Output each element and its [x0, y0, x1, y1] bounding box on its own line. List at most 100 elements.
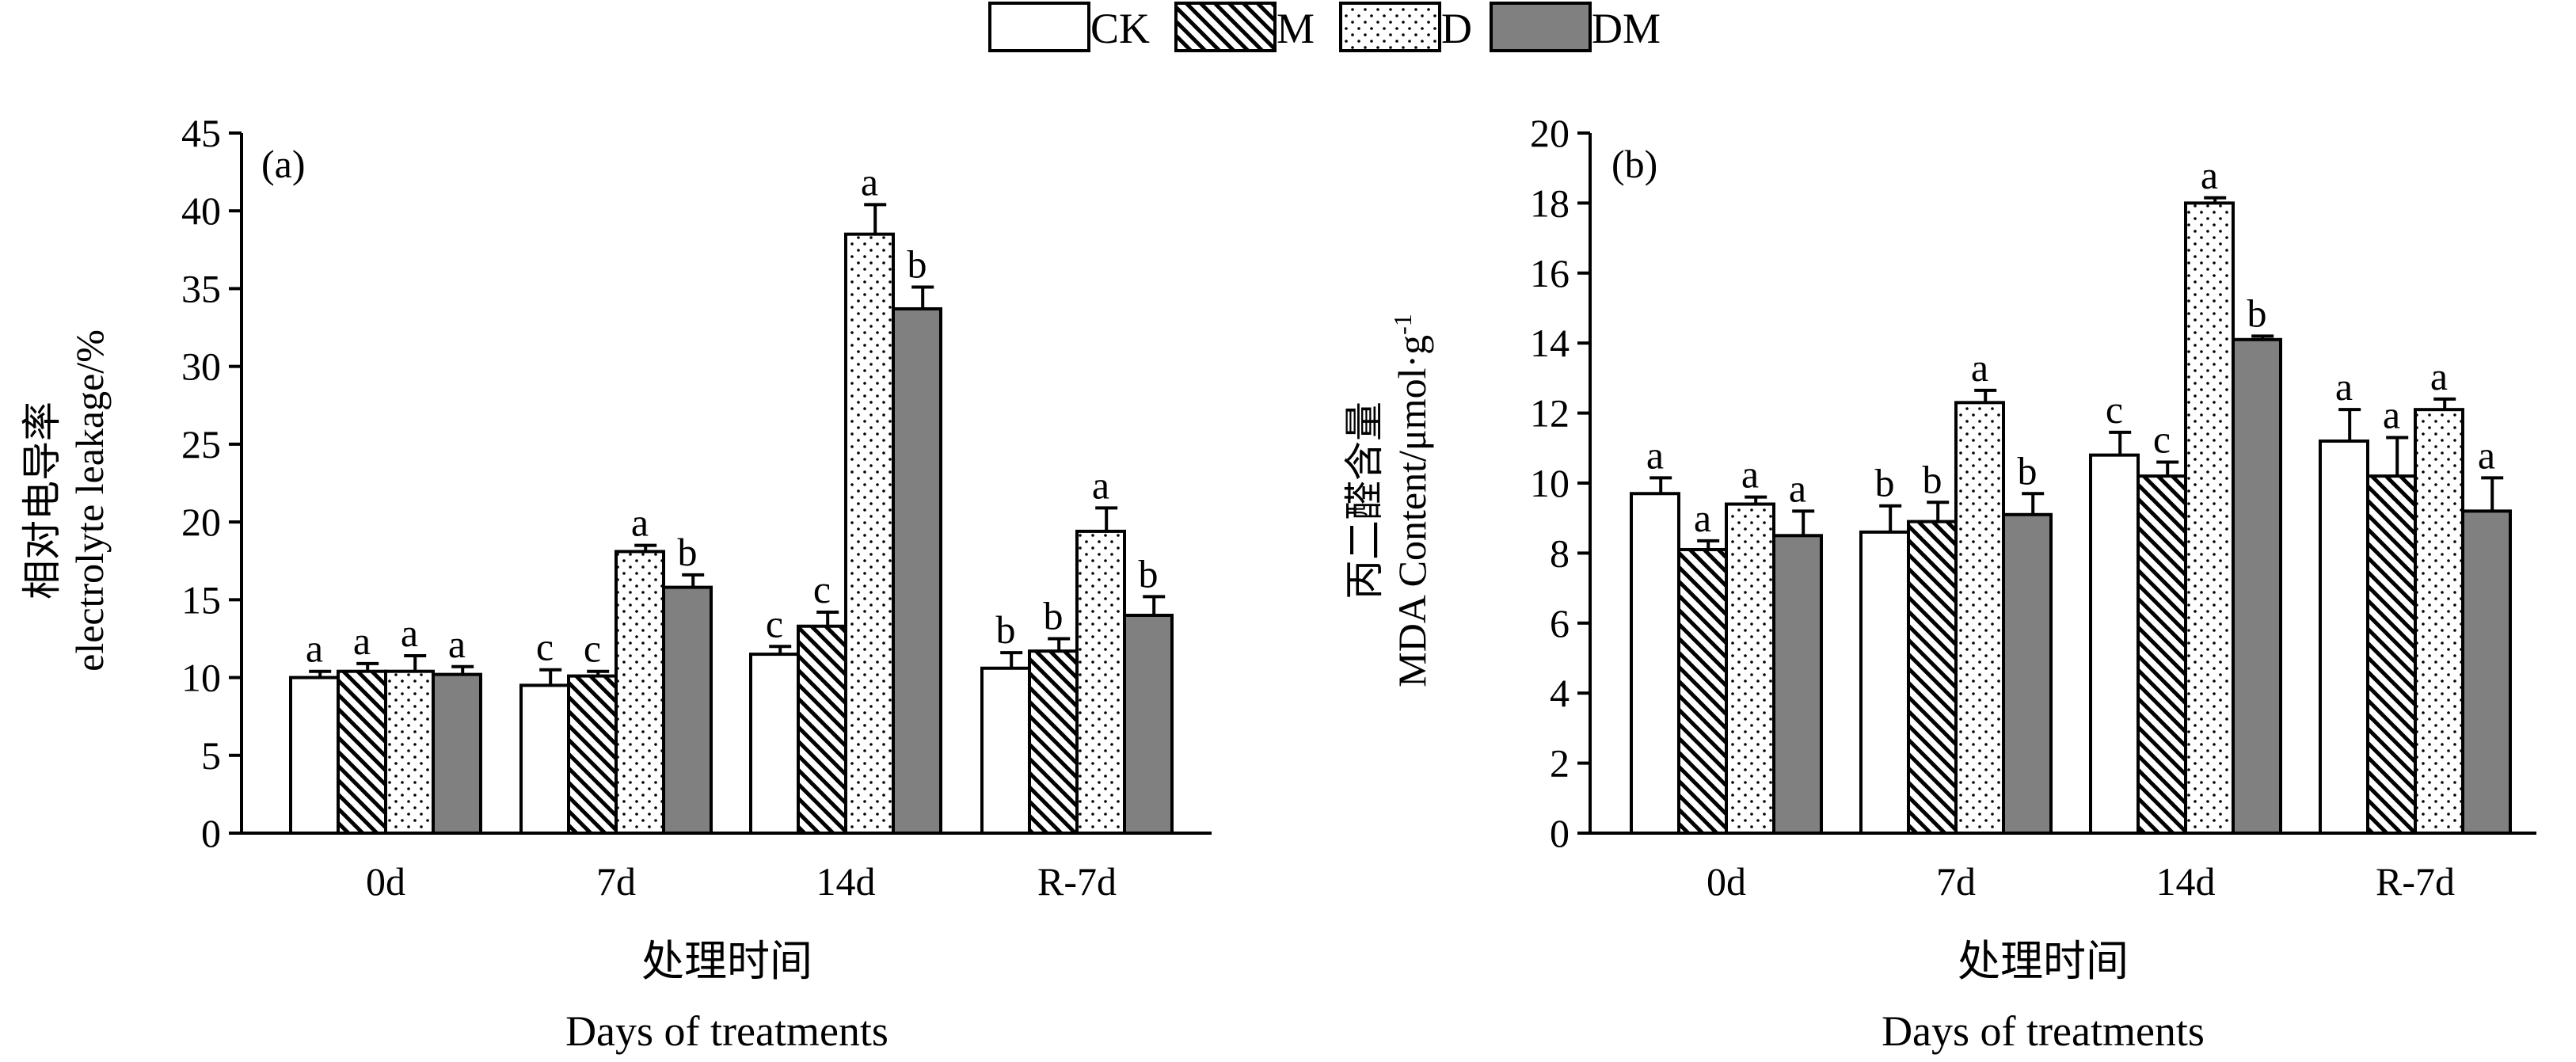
panel-a-bar-ck-0d — [289, 676, 340, 835]
panel-b-bar-ck-14d — [2089, 453, 2140, 835]
panel-a-xlabel-en: Days of treatments — [565, 1007, 888, 1055]
panel-b-xlabel-cn: 处理时间 — [1958, 938, 2129, 985]
panel-b-bar-ck-7d — [1859, 530, 1910, 835]
panel-a-bar-ck-7d — [519, 683, 570, 836]
legend-swatch-dm — [1490, 2, 1592, 52]
panel-b-bar-ck-0d — [1630, 492, 1680, 835]
panel-a-sig-letter-ck-0d: a — [306, 626, 323, 671]
panel-b-sig-letter-m-0d: a — [1694, 496, 1711, 540]
panel-b-bar-dm-14d — [2232, 337, 2282, 835]
panel-b-sig-letter-d-r-7d: a — [2430, 354, 2448, 398]
panel-a-bar-d-r-7d — [1075, 529, 1126, 835]
panel-a-ytick-label: 30 — [181, 344, 221, 389]
panel-b-sig-letter-ck-r-7d: a — [2335, 364, 2353, 409]
panel-b-ytick-label: 20 — [1530, 111, 1570, 155]
panel-b-sig-letter-dm-14d: b — [2247, 291, 2267, 335]
panel-b-ytick-label: 14 — [1530, 321, 1570, 365]
panel-a-sig-letter-d-0d: a — [401, 611, 418, 655]
panel-b-bar-m-14d — [2137, 474, 2187, 835]
legend-label-ck: CK — [1090, 5, 1150, 52]
panel-a-bar-d-14d — [844, 232, 895, 835]
legend-label-m: M — [1277, 5, 1315, 52]
panel-b-xtick-label-7d: 7d — [1936, 859, 1976, 904]
panel-a-sig-letter-m-7d: c — [584, 626, 601, 671]
panel-b-sig-letter-ck-7d: b — [1875, 461, 1895, 505]
panel-b-ytick-label: 18 — [1530, 181, 1570, 225]
panel-a-ytick-label: 45 — [181, 111, 221, 155]
panel-a-sig-letter-ck-14d: c — [766, 601, 783, 645]
panel-b-ytick-label: 0 — [1550, 811, 1570, 855]
panel-b-xlabel-en: Days of treatments — [1882, 1007, 2205, 1055]
panel-a-bar-d-0d — [384, 669, 435, 835]
panel-b-bar-dm-0d — [1772, 534, 1823, 835]
panel-b-bar-m-0d — [1677, 547, 1728, 835]
panel-a-ylabel-en: electrolyte leakage/% — [67, 329, 112, 672]
legend-swatch-ck — [988, 2, 1090, 52]
panel-a-sig-letter-d-14d: a — [861, 159, 878, 204]
panel-b-bar-d-r-7d — [2414, 408, 2464, 835]
panel-b-ylabel-cn: 丙二醛含量 — [1342, 402, 1387, 600]
legend-swatch-d — [1339, 2, 1441, 52]
panel-a-sig-letter-ck-r-7d: b — [996, 607, 1016, 652]
panel-a-sig-letter-dm-0d: a — [448, 622, 466, 666]
panel-a-bar-ck-r-7d — [980, 666, 1031, 835]
panel-a-sig-letter-m-14d: c — [813, 567, 831, 611]
panel-b-bar-dm-7d — [2002, 512, 2053, 836]
panel-b-sig-letter-dm-0d: a — [1789, 466, 1806, 510]
panel-a-ytick-label: 5 — [201, 733, 221, 778]
panel-b-ytick-label: 2 — [1550, 741, 1570, 786]
panel-b-sig-letter-m-r-7d: a — [2383, 393, 2400, 437]
panel-a-electrolyte-leakage: (a) 相对电导率 electrolyte leakage/% 处理时间 Day… — [20, 111, 1212, 1055]
legend-swatch-m — [1174, 2, 1277, 52]
panel-a-bar-d-7d — [615, 550, 665, 835]
panel-a-ylabel-cn: 相对电导率 — [20, 402, 64, 600]
panel-a-ytick-label: 35 — [181, 266, 221, 310]
panel-b-ylabel-en: MDA Content/μmol·g-1 — [1388, 314, 1434, 687]
panel-a-bar-m-7d — [567, 674, 618, 836]
panel-b-bar-ck-r-7d — [2319, 439, 2369, 836]
panel-a-ytick-label: 20 — [181, 500, 221, 544]
panel-b-ytick-label: 6 — [1550, 601, 1570, 645]
panel-a-sig-letter-ck-7d: c — [536, 625, 554, 669]
panel-b-bar-m-7d — [1907, 520, 1958, 835]
panel-b-mda-content: (b) 丙二醛含量 MDA Content/μmol·g-1 处理时间 Days… — [1342, 111, 2536, 1055]
panel-a-bar-dm-7d — [662, 585, 713, 836]
panel-a-xtick-label-0d: 0d — [366, 859, 405, 904]
legend-label-dm: DM — [1592, 5, 1661, 52]
panel-b-ytick-label: 8 — [1550, 531, 1570, 575]
panel-b-label: (b) — [1611, 142, 1657, 186]
panel-b-sig-letter-dm-r-7d: a — [2478, 432, 2495, 477]
panel-b-ylabel-en-main: MDA Content/μmol·g — [1390, 335, 1434, 687]
panel-b-ytick-label: 4 — [1550, 671, 1570, 715]
panel-a-ytick-label: 10 — [181, 656, 221, 700]
legend-label-d: D — [1441, 5, 1472, 52]
panel-a-ytick-label: 0 — [201, 811, 221, 855]
panel-a-ytick-label: 25 — [181, 422, 221, 466]
panel-a-xlabel-cn: 处理时间 — [641, 938, 812, 985]
panel-a-bar-m-14d — [797, 624, 847, 835]
panel-b-bar-m-r-7d — [2366, 474, 2417, 835]
panel-a-bar-dm-r-7d — [1123, 613, 1174, 835]
panel-a-bar-m-r-7d — [1028, 649, 1079, 835]
panel-b-sig-letter-ck-14d: c — [2106, 387, 2123, 432]
panel-b-sig-letter-d-0d: a — [1741, 452, 1759, 497]
panel-b-ytick-label: 12 — [1530, 391, 1570, 436]
panel-b-ytick-label: 16 — [1530, 251, 1570, 295]
panel-a-sig-letter-d-r-7d: a — [1092, 462, 1109, 507]
panel-a-sig-letter-m-r-7d: b — [1044, 593, 1064, 638]
panel-a-sig-letter-dm-7d: b — [678, 530, 698, 574]
panel-a-ytick-label: 40 — [181, 188, 221, 233]
panel-b-sig-letter-m-7d: b — [1923, 457, 1942, 501]
panel-b-sig-letter-d-14d: a — [2201, 153, 2218, 197]
panel-a-bar-dm-14d — [892, 306, 942, 835]
panel-a-label: (a) — [261, 142, 306, 186]
panel-a-xtick-label-7d: 7d — [596, 859, 636, 904]
panel-a-sig-letter-m-0d: a — [353, 619, 371, 663]
panel-a-sig-letter-d-7d: a — [631, 501, 649, 545]
panel-b-bar-d-7d — [1954, 401, 2005, 835]
panel-a-sig-letter-dm-r-7d: b — [1139, 551, 1159, 596]
panel-a-ytick-label: 15 — [181, 577, 221, 622]
panel-b-ytick-label: 10 — [1530, 461, 1570, 505]
panel-b-ylabel-en-sup: -1 — [1388, 314, 1417, 335]
